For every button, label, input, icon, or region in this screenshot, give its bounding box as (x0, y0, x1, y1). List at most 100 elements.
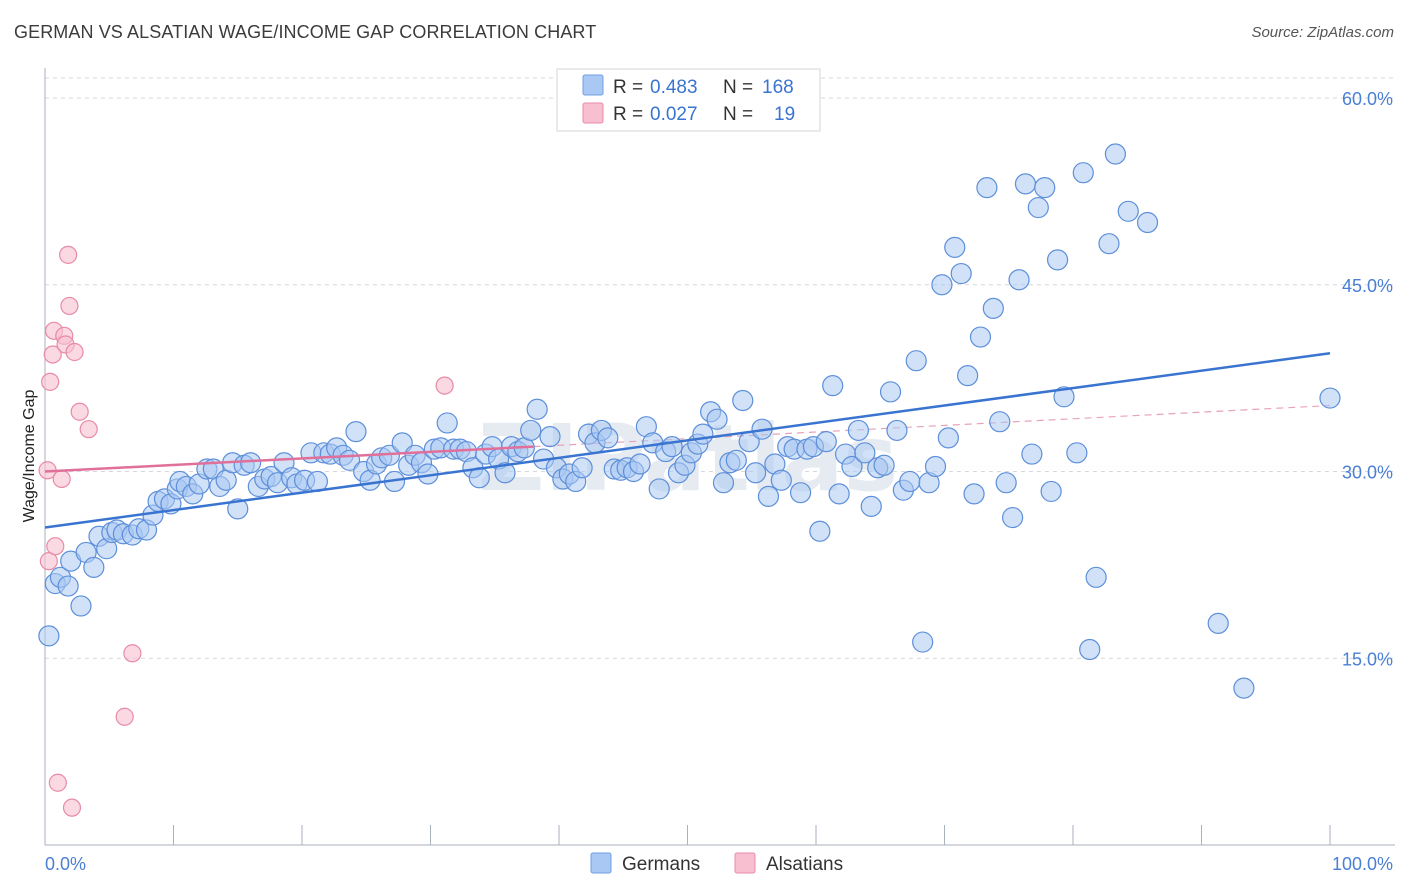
germans-point (1014, 173, 1037, 195)
trend-lines (44, 351, 1331, 529)
germans-point (227, 498, 249, 520)
alsatians-point (435, 376, 454, 395)
alsatians-point (115, 707, 134, 726)
germans-point (854, 442, 876, 464)
germans-point (1233, 677, 1255, 699)
germans-point (770, 469, 792, 491)
germans-point (1040, 480, 1062, 503)
alsatians-point (48, 773, 67, 792)
alsatians-point (65, 342, 84, 362)
y-axis-label: Wage/Income Gap (21, 390, 38, 523)
legend-n-value-germans: 168 (762, 77, 794, 98)
germans-point (931, 274, 953, 296)
germans-point (706, 408, 728, 430)
alsatians-point (46, 537, 65, 556)
alsatians-point (43, 345, 62, 364)
germans-point (83, 556, 105, 578)
legend-r-value-alsatians: 0.027 (650, 104, 698, 125)
germans-point (732, 389, 754, 412)
germans-point (1021, 443, 1043, 465)
germans-point (1098, 233, 1120, 255)
germans-point (847, 419, 870, 442)
germans-point (1066, 442, 1088, 464)
germans-point (1104, 143, 1127, 165)
alsatians-points (38, 245, 454, 817)
germans-point (1319, 387, 1341, 409)
germans-point (809, 520, 831, 542)
germans-point (789, 482, 812, 504)
germans-point (873, 454, 895, 476)
germans-point (828, 483, 850, 505)
germans-point (436, 412, 458, 434)
germans-point (1085, 566, 1107, 588)
germans-point (957, 365, 979, 387)
germans-point (1072, 162, 1094, 184)
germans-point (1027, 196, 1049, 219)
germans-point (1053, 386, 1075, 408)
germans-point (757, 485, 780, 507)
legend-r-label-alsatians: R = (613, 104, 643, 125)
germans-point (950, 262, 972, 285)
alsatians-point (70, 402, 89, 421)
germans-point (924, 455, 947, 478)
germans-point (520, 419, 542, 442)
y-tick-label-2: 45.0% (1342, 276, 1393, 296)
germans-point (1207, 612, 1229, 634)
germans-point (841, 455, 863, 478)
germans-trend-line (44, 351, 1331, 529)
germans-point (240, 452, 262, 474)
germans-point (899, 470, 921, 493)
germans-point (822, 374, 844, 397)
germans-point (989, 411, 1011, 433)
alsatians-point (41, 372, 60, 391)
germans-point (745, 462, 767, 484)
germans-point (860, 495, 882, 517)
bottom-legend: Germans Alsatians (590, 852, 843, 875)
germans-point (886, 419, 908, 442)
germans-point (494, 462, 516, 484)
x-tick-label-0: 0.0% (45, 854, 86, 874)
germans-point (912, 631, 934, 653)
germans-point (725, 449, 747, 471)
germans-point (944, 236, 966, 258)
germans-point (70, 595, 92, 617)
bottom-legend-alsatians: Alsatians (766, 854, 843, 875)
germans-point (937, 427, 959, 449)
germans-point (692, 423, 714, 445)
source-credit: Source: ZipAtlas.com (1251, 24, 1394, 41)
tick-labels: 15.0% 30.0% 45.0% 60.0% 0.0% 100.0% (45, 89, 1393, 874)
germans-point (879, 381, 902, 403)
bottom-legend-germans: Germans (622, 854, 700, 875)
legend-n-label-alsatians: N = (723, 104, 753, 125)
germans-point (1117, 200, 1139, 222)
germans-point (1008, 269, 1030, 291)
legend-r-label-germans: R = (613, 77, 643, 98)
y-tick-label-0: 15.0% (1342, 649, 1393, 669)
bottom-legend-swatch-germans (590, 852, 612, 874)
alsatians-point (60, 296, 79, 316)
alsatians-trend-line (44, 445, 534, 473)
alsatians-point (59, 245, 78, 264)
alsatians-point (123, 644, 142, 663)
germans-point (1079, 638, 1101, 661)
germans-point (1136, 211, 1159, 234)
germans-point (1046, 249, 1069, 271)
germans-point (995, 472, 1017, 494)
germans-point (526, 398, 548, 420)
germans-point (38, 625, 60, 647)
bottom-legend-swatch-alsatians (734, 852, 756, 874)
germans-point (345, 421, 367, 443)
legend-r-value-germans: 0.483 (650, 77, 698, 98)
germans-point (1034, 177, 1056, 199)
gridlines (45, 77, 1395, 659)
legend-n-label-germans: N = (723, 77, 753, 98)
alsatians-point (62, 798, 82, 817)
germans-point (963, 483, 985, 505)
germans-point (969, 326, 992, 348)
germans-point (1002, 506, 1024, 529)
legend-swatch-alsatians (582, 102, 604, 124)
alsatians-point (52, 469, 71, 489)
germans-point (661, 436, 683, 458)
germans-point (629, 453, 651, 475)
germans-point (815, 431, 837, 453)
